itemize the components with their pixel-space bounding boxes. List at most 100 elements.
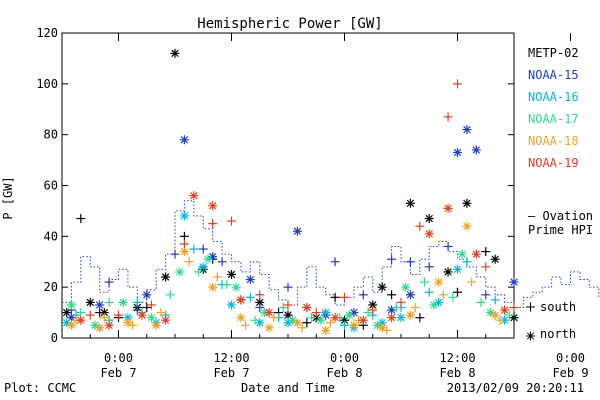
north-marker (255, 318, 265, 328)
y-tick-label: 100 (36, 77, 58, 91)
north-marker (245, 275, 255, 285)
north-marker (462, 198, 472, 208)
south-marker (391, 303, 401, 312)
north-marker (457, 249, 467, 259)
north-marker (161, 315, 171, 325)
south-marker (179, 231, 189, 241)
south-marker (142, 303, 152, 312)
north-marker (208, 282, 218, 292)
chart-title: Hemispheric Power [GW] (197, 16, 382, 32)
legend-symbol-label: north (540, 327, 576, 341)
south-marker (311, 308, 321, 318)
north-marker (151, 320, 161, 330)
south-marker (363, 308, 373, 318)
legend-series-label: NOAA-17 (528, 112, 579, 126)
south-marker (358, 290, 368, 300)
north-marker (509, 277, 519, 287)
north-marker (175, 267, 185, 277)
x-tick-date-label: Feb 7 (213, 366, 249, 380)
north-marker (358, 315, 368, 325)
north-marker (321, 325, 331, 335)
south-marker (99, 313, 109, 323)
north-marker (288, 315, 298, 325)
legend-series-label: NOAA-18 (528, 134, 579, 148)
north-marker (500, 305, 510, 315)
south-marker (462, 257, 472, 267)
south-marker (509, 303, 519, 312)
north-marker (509, 313, 519, 323)
south-marker (325, 318, 335, 328)
south-marker (184, 257, 194, 267)
south-marker (495, 315, 505, 325)
legend-series-label: METP-02 (528, 46, 579, 60)
south-marker (128, 320, 138, 330)
plot-credit: Plot: CCMC (4, 381, 76, 395)
south-marker (217, 257, 227, 267)
north-marker (118, 297, 128, 307)
north-marker (405, 198, 415, 208)
south-marker (198, 244, 208, 254)
south-marker (340, 320, 349, 330)
south-marker (476, 297, 486, 307)
south-marker (302, 318, 312, 328)
south-marker (504, 310, 514, 320)
x-tick-date-label: Feb 7 (100, 366, 136, 380)
south-marker (448, 292, 458, 302)
south-marker (405, 257, 415, 267)
y-tick-label: 60 (44, 179, 58, 193)
north-marker (236, 313, 246, 323)
south-marker (410, 303, 420, 312)
north-marker (189, 191, 199, 201)
y-axis: 0 20 40 60 80 100 120 (36, 26, 514, 345)
north-marker (179, 211, 189, 221)
north-marker (471, 145, 481, 155)
south-marker (76, 214, 86, 224)
south-marker (438, 290, 448, 300)
south-marker (170, 249, 180, 259)
south-marker (467, 277, 477, 287)
south-marker (222, 280, 232, 290)
north-marker (292, 226, 302, 236)
south-marker (340, 292, 349, 302)
plot-timestamp: 2013/02/09 20:20:11 (447, 381, 584, 395)
north-marker (330, 313, 340, 323)
south-marker (278, 303, 288, 312)
north-marker (396, 313, 406, 323)
north-marker (142, 290, 152, 300)
north-marker (66, 300, 76, 310)
x-tick-time-label: 12:00 (213, 351, 249, 365)
x-tick-date-label: Feb 9 (552, 366, 588, 380)
south-marker (189, 244, 199, 254)
south-marker (114, 310, 123, 320)
south-marker (420, 277, 430, 287)
north-marker (236, 295, 246, 305)
north-marker (104, 320, 114, 330)
north-marker (179, 247, 189, 257)
south-marker (269, 313, 279, 323)
x-axis-label: Date and Time (241, 381, 335, 395)
south-marker (481, 247, 491, 257)
north-marker (179, 135, 189, 145)
legend-south-symbol (526, 302, 535, 312)
north-marker (453, 147, 462, 157)
south-marker (481, 262, 491, 272)
north-marker (387, 313, 397, 323)
north-marker (443, 267, 453, 277)
north-marker (62, 318, 72, 328)
y-axis-label: P [GW] (1, 176, 15, 219)
north-marker (349, 320, 359, 330)
south-marker (208, 219, 218, 229)
north-marker (453, 264, 462, 274)
north-marker (424, 214, 434, 224)
south-marker (250, 315, 260, 325)
south-marker (255, 303, 265, 312)
north-marker (208, 252, 218, 262)
south-marker (297, 323, 307, 333)
north-marker (377, 323, 387, 333)
north-marker (161, 272, 171, 282)
x-tick-time-label: 12:00 (439, 351, 475, 365)
north-marker (434, 277, 444, 287)
south-marker (283, 282, 293, 292)
